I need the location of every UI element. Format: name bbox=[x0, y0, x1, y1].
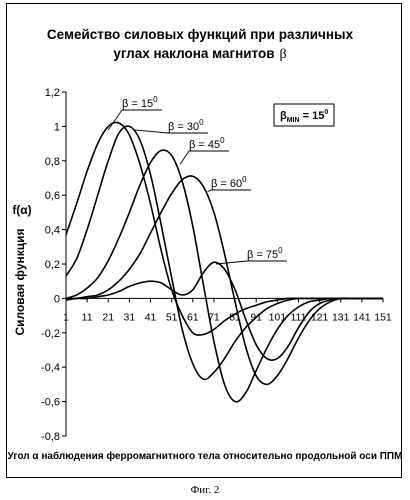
series-label-name: β = 15 bbox=[122, 98, 153, 110]
figure-caption: Фиг. 2 bbox=[0, 484, 410, 496]
series-label-leader bbox=[180, 151, 189, 164]
series-label-leader bbox=[108, 110, 122, 130]
annotation-sub: MIN bbox=[287, 117, 300, 124]
series-line-1 bbox=[66, 122, 383, 335]
series-label-superscript: 0 bbox=[199, 118, 204, 127]
y-tick-label: 1 bbox=[54, 121, 60, 133]
series-label-superscript: 0 bbox=[220, 136, 225, 145]
series-label-text: β = 750 bbox=[247, 246, 283, 261]
y-tick-label: -0,8 bbox=[41, 431, 60, 443]
series-label-text: β = 150 bbox=[122, 95, 158, 110]
y-tick-label: -0,4 bbox=[41, 362, 60, 374]
series-label-2: β = 300 bbox=[134, 118, 208, 133]
x-tick-label: 51 bbox=[166, 311, 178, 323]
series-label-text: β = 450 bbox=[189, 136, 225, 151]
series-label-text: β = 300 bbox=[168, 118, 204, 133]
series-label-name: β = 45 bbox=[189, 139, 220, 151]
series-label-3: β = 450 bbox=[180, 136, 229, 164]
annotation-sup: 0 bbox=[324, 109, 328, 116]
series-label-name: β = 30 bbox=[168, 121, 199, 133]
x-tick-label: 1 bbox=[63, 311, 69, 323]
series-label-name: β = 75 bbox=[247, 249, 278, 261]
series-label-1: β = 150 bbox=[108, 95, 162, 130]
y-axis-symbol: f(α) bbox=[12, 203, 31, 217]
series-label-leader bbox=[216, 261, 247, 264]
x-tick-label: 131 bbox=[332, 311, 350, 323]
series-line-4 bbox=[66, 176, 383, 384]
x-tick-label: 121 bbox=[311, 311, 329, 323]
annotation-eq: = 15 bbox=[300, 110, 325, 122]
y-tick-label: 1,2 bbox=[45, 87, 60, 99]
y-tick-label: -0,2 bbox=[41, 328, 60, 340]
x-tick-label: 151 bbox=[374, 311, 392, 323]
x-tick-label: 61 bbox=[187, 311, 199, 323]
series-label-name: β = 60 bbox=[211, 178, 242, 190]
series-label-text: β = 600 bbox=[211, 175, 247, 190]
x-tick-label: 41 bbox=[145, 311, 157, 323]
y-tick-label: -0,6 bbox=[41, 397, 60, 409]
x-tick-label: 31 bbox=[124, 311, 136, 323]
series-label-superscript: 0 bbox=[153, 95, 158, 104]
y-tick-label: 0 bbox=[54, 293, 60, 305]
x-tick-label: 141 bbox=[353, 311, 371, 323]
series-label-4: β = 600 bbox=[208, 175, 251, 192]
series-label-superscript: 0 bbox=[278, 246, 283, 255]
x-tick-label: 11 bbox=[82, 311, 93, 323]
y-axis-label: Силовая функция bbox=[13, 228, 27, 335]
y-tick-label: 0,2 bbox=[45, 259, 60, 271]
x-axis-label: Угол α наблюдения ферромагнитного тела о… bbox=[8, 450, 403, 462]
series-label-leader bbox=[134, 130, 168, 133]
series-label-superscript: 0 bbox=[242, 175, 247, 184]
y-tick-label: 0,8 bbox=[45, 156, 60, 168]
y-tick-label: 0,4 bbox=[45, 225, 60, 237]
series-label-leader bbox=[208, 190, 211, 192]
y-tick-label: 0,6 bbox=[45, 190, 60, 202]
x-tick-label: 21 bbox=[102, 311, 114, 323]
